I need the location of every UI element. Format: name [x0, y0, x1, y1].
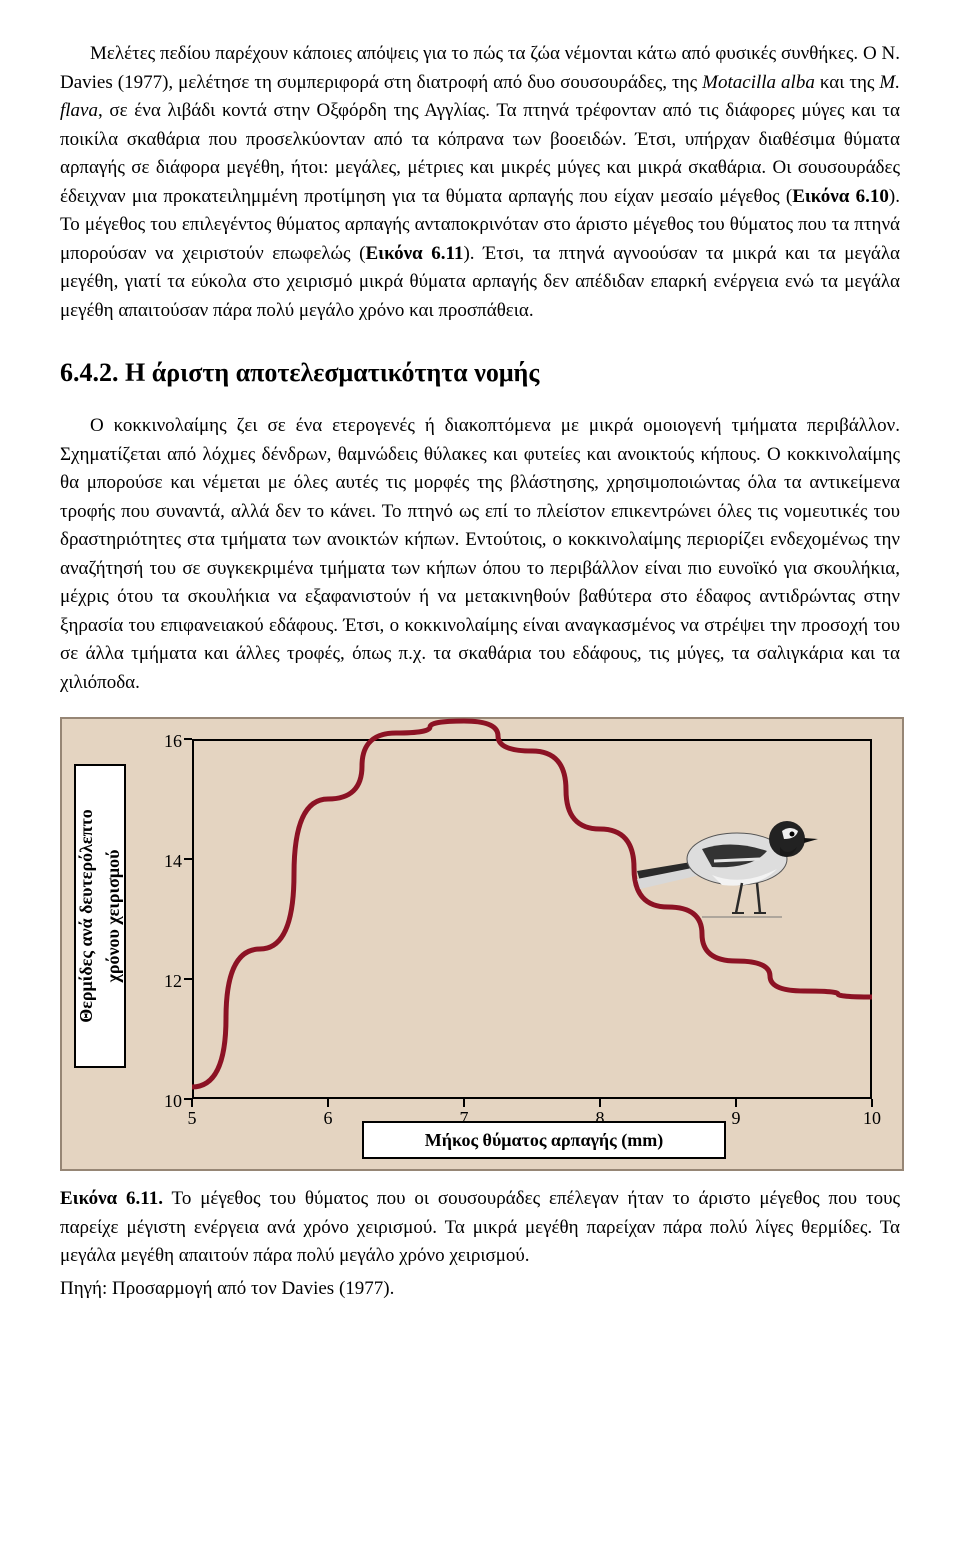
body-paragraph-1: Μελέτες πεδίου παρέχουν κάποιες απόψεις … [60, 40, 900, 325]
x-tick-label: 9 [726, 1105, 746, 1132]
x-tick-label: 6 [318, 1105, 338, 1132]
figure-ref: Εικόνα 6.11 [366, 243, 464, 264]
y-axis-label-box: Θερμίδες ανά δευτερόλεπτο χρόνου χειρισμ… [74, 764, 126, 1068]
figure: Θερμίδες ανά δευτερόλεπτο χρόνου χειρισμ… [60, 717, 900, 1171]
x-tick-mark [463, 1099, 465, 1107]
text: , σε ένα λιβάδι κοντά στην Οξφόρδη της Α… [60, 100, 900, 207]
figure-source: Πηγή: Προσαρμογή από τον Davies (1977). [60, 1275, 900, 1304]
y-tick-mark [184, 978, 192, 980]
x-tick-mark [599, 1099, 601, 1107]
bird-svg [632, 789, 832, 929]
section-heading: 6.4.2. Η άριστη αποτελεσματικότητα νομής [60, 353, 900, 392]
x-axis-label: Μήκος θύματος αρπαγής (mm) [425, 1127, 663, 1154]
bird-illustration [632, 789, 832, 929]
y-tick-mark [184, 858, 192, 860]
y-tick-label: 14 [152, 848, 182, 875]
caption-text: Το μέγεθος του θύματος που οι σουσουράδε… [60, 1188, 900, 1266]
x-axis-label-box: Μήκος θύματος αρπαγής (mm) [362, 1121, 726, 1159]
x-tick-mark [871, 1099, 873, 1107]
y-tick-label: 12 [152, 968, 182, 995]
plot-area: 101214165678910 [192, 739, 872, 1099]
figure-caption: Εικόνα 6.11. Το μέγεθος του θύματος που … [60, 1185, 900, 1271]
x-tick-label: 10 [862, 1105, 882, 1132]
y-tick-label: 16 [152, 728, 182, 755]
x-tick-mark [191, 1099, 193, 1107]
x-tick-mark [327, 1099, 329, 1107]
figure-number: Εικόνα 6.11. [60, 1188, 163, 1209]
x-tick-mark [735, 1099, 737, 1107]
y-axis-label: Θερμίδες ανά δευτερόλεπτο χρόνου χειρισμ… [73, 809, 127, 1023]
species-name: Motacilla alba [702, 72, 815, 93]
x-tick-label: 5 [182, 1105, 202, 1132]
y-tick-label: 10 [152, 1088, 182, 1115]
figure-ref: Εικόνα 6.10 [792, 186, 889, 207]
body-paragraph-2: Ο κοκκινολαίμης ζει σε ένα ετερογενές ή … [60, 412, 900, 697]
chart-container: Θερμίδες ανά δευτερόλεπτο χρόνου χειρισμ… [60, 717, 904, 1171]
text: και της [815, 72, 880, 93]
y-tick-mark [184, 738, 192, 740]
